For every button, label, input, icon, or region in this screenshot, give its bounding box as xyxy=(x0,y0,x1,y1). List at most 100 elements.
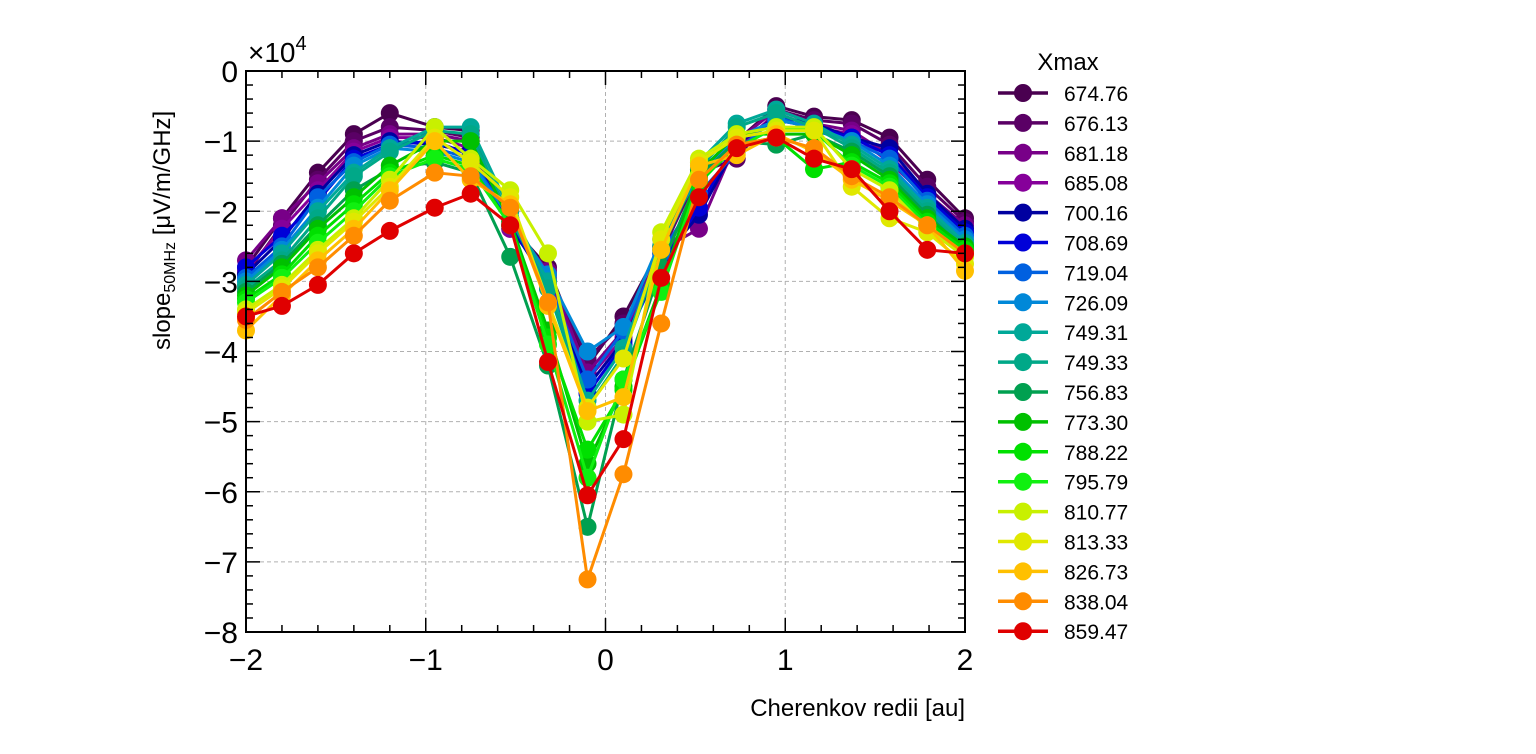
data-point xyxy=(461,153,480,172)
data-point xyxy=(578,517,597,536)
legend-entry: 826.73 xyxy=(998,561,1128,584)
data-point xyxy=(538,293,557,312)
data-point xyxy=(425,198,444,217)
data-point xyxy=(842,160,861,179)
legend-entry: 813.33 xyxy=(998,532,1128,555)
legend-entry: 838.04 xyxy=(998,591,1129,614)
legend-entry: 681.18 xyxy=(998,143,1128,166)
legend-marker xyxy=(1014,84,1032,102)
legend-entry: 719.04 xyxy=(998,262,1129,285)
legend-marker xyxy=(1014,353,1032,372)
data-point xyxy=(538,244,557,263)
data-point xyxy=(578,402,597,421)
data-point xyxy=(614,388,633,407)
x-tick-label: −1 xyxy=(409,644,443,677)
legend-label: 788.22 xyxy=(1064,442,1128,465)
data-point xyxy=(461,184,480,203)
series-layer xyxy=(237,97,974,589)
y-tick-label: −7 xyxy=(204,547,238,580)
data-point xyxy=(805,149,824,168)
legend-entry: 810.77 xyxy=(998,502,1128,525)
legend-marker xyxy=(1014,233,1032,252)
data-point xyxy=(380,221,399,240)
data-point xyxy=(689,219,708,238)
data-point xyxy=(880,202,899,221)
plot-area xyxy=(237,97,974,589)
data-point xyxy=(344,244,363,263)
legend-label: 749.31 xyxy=(1064,322,1128,345)
legend-label: 674.76 xyxy=(1064,83,1128,106)
y-multiplier: ×104 xyxy=(248,33,307,68)
data-point xyxy=(425,163,444,182)
legend-label: 810.77 xyxy=(1064,502,1128,525)
legend-marker xyxy=(1014,323,1032,342)
legend-entry: 749.31 xyxy=(998,322,1128,345)
y-tick-label: −3 xyxy=(204,266,238,299)
data-point xyxy=(614,430,633,449)
legend-label: 749.33 xyxy=(1064,352,1128,375)
data-point xyxy=(344,167,363,186)
data-point xyxy=(767,128,786,147)
legend-marker xyxy=(1014,143,1032,162)
data-point xyxy=(578,570,597,589)
legend-marker xyxy=(1014,383,1032,401)
data-point xyxy=(689,188,708,207)
y-tick-label: 0 xyxy=(221,56,238,89)
data-point xyxy=(501,216,520,235)
legend-label: 685.08 xyxy=(1064,173,1128,196)
data-point xyxy=(614,465,633,484)
legend-label: 795.79 xyxy=(1064,472,1128,495)
y-tick-label: −5 xyxy=(204,407,238,440)
legend-entry: 749.33 xyxy=(998,352,1128,375)
data-point xyxy=(767,104,786,123)
data-point xyxy=(652,314,671,333)
legend-label: 773.30 xyxy=(1064,412,1128,435)
x-tick-label: −2 xyxy=(229,644,263,677)
data-point xyxy=(578,440,597,459)
data-point xyxy=(308,275,327,294)
y-tick-label: −6 xyxy=(204,477,238,510)
legend-label: 708.69 xyxy=(1064,233,1128,256)
legend-marker xyxy=(1014,472,1032,491)
series xyxy=(237,128,974,505)
legend-title: Xmax xyxy=(1037,49,1098,76)
legend-entry: 859.47 xyxy=(998,621,1128,644)
y-tick-label: −2 xyxy=(204,196,238,229)
axis-ticks: −2 −1 0 1 2 0 −1 −2 −3 −4 −5 −6 −7 −8 xyxy=(204,56,974,677)
data-point xyxy=(918,216,937,235)
data-point xyxy=(380,104,399,123)
data-point xyxy=(461,132,480,151)
legend-label: 726.09 xyxy=(1064,292,1128,315)
legend-label: 813.33 xyxy=(1064,532,1128,555)
legend-label: 681.18 xyxy=(1064,143,1128,166)
legend-label: 859.47 xyxy=(1064,621,1128,644)
legend-entry: 773.30 xyxy=(998,412,1128,435)
data-point xyxy=(380,191,399,210)
legend-entry: 674.76 xyxy=(998,83,1128,106)
y-tick-label: −4 xyxy=(204,337,238,370)
data-point xyxy=(880,188,899,207)
legend-marker xyxy=(1014,263,1032,282)
legend-label: 676.13 xyxy=(1064,113,1128,136)
legend-marker xyxy=(1014,592,1032,611)
legend-label: 826.73 xyxy=(1064,561,1128,584)
data-point xyxy=(344,226,363,245)
data-point xyxy=(727,139,746,158)
legend-entry: 756.83 xyxy=(998,382,1128,405)
data-point xyxy=(425,149,444,168)
legend-entry: 788.22 xyxy=(998,442,1128,465)
legend-entry: 700.16 xyxy=(998,203,1128,226)
legend-marker xyxy=(1014,622,1032,641)
data-point xyxy=(652,240,671,259)
data-point xyxy=(614,317,633,336)
data-point xyxy=(461,167,480,186)
data-point xyxy=(538,353,557,372)
legend-marker xyxy=(1014,442,1032,461)
legend-label: 756.83 xyxy=(1064,382,1128,405)
legend-entry: 795.79 xyxy=(998,472,1128,495)
legend-marker xyxy=(1014,532,1032,551)
legend-marker xyxy=(1014,293,1032,312)
y-tick-label: −1 xyxy=(204,126,238,159)
data-point xyxy=(425,132,444,151)
y-tick-label: −8 xyxy=(204,617,238,650)
